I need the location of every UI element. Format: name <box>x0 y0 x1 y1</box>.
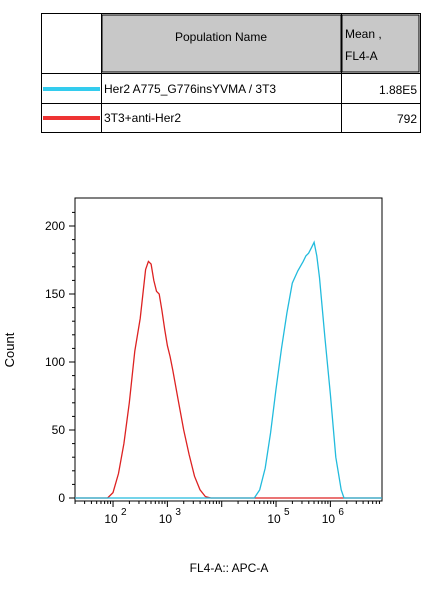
x-tick-label-base: 10 <box>322 512 336 526</box>
x-axis-label: FL4-A:: APC-A <box>190 561 269 575</box>
x-tick-label-base: 10 <box>267 512 281 526</box>
series-group <box>75 240 382 499</box>
x-tick-label-base: 10 <box>104 512 118 526</box>
y-tick-label: 150 <box>45 287 65 301</box>
row-1-mean: 1.88E5 <box>379 83 417 97</box>
row-2-mean: 792 <box>397 112 417 126</box>
header-population-name: Population Name <box>175 30 267 44</box>
x-tick-label-exponent: 6 <box>338 507 344 518</box>
y-tick-label: 200 <box>45 219 65 233</box>
y-tick-label: 50 <box>52 423 66 437</box>
series-her2-insyvma-line <box>75 240 382 499</box>
y-tick-label: 0 <box>58 491 65 505</box>
y-tick-label: 100 <box>45 355 65 369</box>
y-axis: 0 50 100 150 200 <box>45 211 75 505</box>
x-tick-label-exponent: 5 <box>284 507 290 518</box>
header-mean-cell <box>341 14 420 73</box>
series-3t3-anti-her2-line <box>75 260 382 499</box>
header-mean-line2: FL4-A <box>345 49 378 63</box>
y-axis-label: Count <box>2 332 17 367</box>
row-2-name: 3T3+anti-Her2 <box>104 111 181 125</box>
row-1-name: Her2 A775_G776insYVMA / 3T3 <box>104 82 276 96</box>
x-tick-label-exponent: 3 <box>175 507 181 518</box>
plot-area <box>74 197 383 502</box>
x-tick-label-base: 10 <box>159 512 173 526</box>
header-name-cell <box>101 14 342 73</box>
population-table: Population Name Mean , FL4-A Her2 A775_G… <box>41 13 421 133</box>
x-tick-label-exponent: 2 <box>121 507 127 518</box>
x-axis: 10 2 10 3 10 5 10 6 <box>74 501 380 526</box>
header-mean-line1: Mean , <box>345 27 382 41</box>
